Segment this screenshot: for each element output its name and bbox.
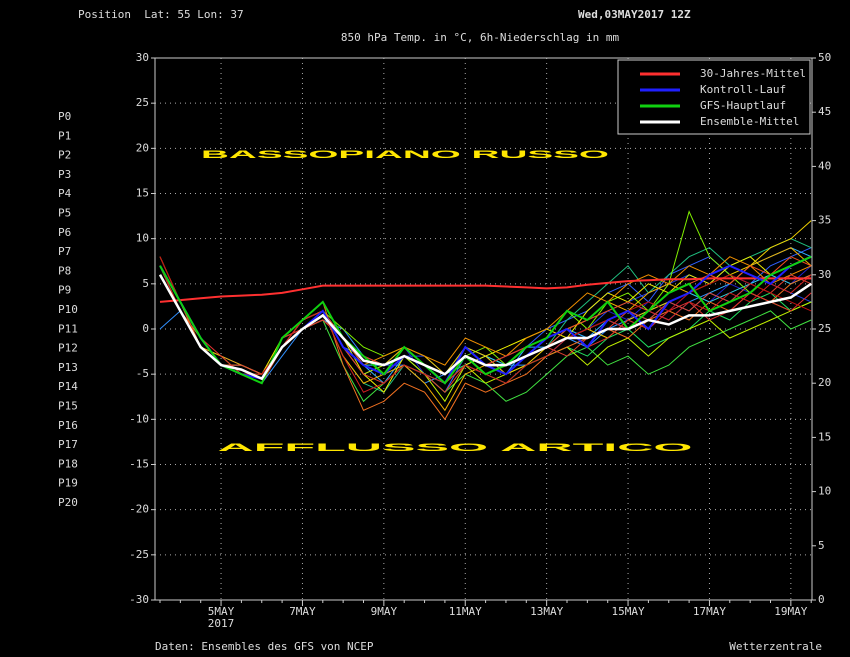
y-tick-label: -30: [129, 593, 149, 606]
x-tick-label: 13MAY: [530, 605, 563, 618]
member-label: P18: [58, 457, 78, 470]
member-label: P1: [58, 129, 71, 142]
member-label: P3: [58, 168, 71, 181]
y2-tick-label: 5: [818, 539, 825, 552]
member-label: P11: [58, 322, 78, 335]
date: Wed,03MAY2017 12Z: [578, 8, 691, 21]
member-label: P17: [58, 438, 78, 451]
member-label: P16: [58, 419, 78, 432]
legend-label: Kontroll-Lauf: [700, 83, 786, 96]
position: Position Lat: 55 Lon: 37: [78, 8, 244, 21]
member-label: P10: [58, 303, 78, 316]
x-year-label: 2017: [208, 617, 235, 630]
y-tick-label: 30: [136, 51, 149, 64]
member-label: P6: [58, 226, 71, 239]
y-tick-label: 5: [142, 277, 149, 290]
y2-tick-label: 45: [818, 105, 831, 118]
y-tick-label: -20: [129, 503, 149, 516]
member-label: P7: [58, 245, 71, 258]
x-tick-label: 9MAY: [371, 605, 398, 618]
member-label: P0: [58, 110, 71, 123]
series-line: [158, 274, 812, 381]
y2-tick-label: 0: [818, 593, 825, 606]
y2-tick-label: 30: [818, 268, 831, 281]
y-tick-label: 20: [136, 141, 149, 154]
credit: Wetterzentrale: [729, 640, 822, 653]
legend-label: 30-Jahres-Mittel: [700, 67, 806, 80]
x-tick-label: 15MAY: [611, 605, 644, 618]
plot-frame: [154, 57, 813, 601]
y2-tick-label: 20: [818, 376, 831, 389]
y-tick-label: 0: [142, 322, 149, 335]
y2-tick-label: 40: [818, 159, 831, 172]
source: Daten: Ensembles des GFS von NCEP: [155, 640, 374, 653]
member-label: P4: [58, 187, 72, 200]
y-tick-label: 10: [136, 232, 149, 245]
annotation: BASSOPIANO RUSSO: [201, 149, 611, 161]
x-tick-label: 7MAY: [289, 605, 316, 618]
member-label: P9: [58, 284, 71, 297]
y2-tick-label: 50: [818, 51, 831, 64]
y-tick-label: -5: [136, 367, 149, 380]
member-label: P15: [58, 400, 78, 413]
y2-tick-label: 25: [818, 322, 831, 335]
x-tick-label: 19MAY: [774, 605, 807, 618]
member-label: P2: [58, 149, 71, 162]
x-tick-label: 11MAY: [449, 605, 482, 618]
legend-label: Ensemble-Mittel: [700, 115, 799, 128]
member-label: P5: [58, 207, 71, 220]
annotation: AFFLUSSO ARTICO: [218, 442, 695, 454]
y-tick-label: -10: [129, 412, 149, 425]
member-label: P20: [58, 496, 78, 509]
legend-label: GFS-Hauptlauf: [700, 99, 786, 112]
y-tick-label: -15: [129, 458, 149, 471]
member-label: P8: [58, 264, 71, 277]
x-tick-label: 17MAY: [693, 605, 726, 618]
y-tick-label: 15: [136, 187, 149, 200]
member-label: P19: [58, 477, 78, 490]
y2-tick-label: 35: [818, 214, 831, 227]
series-line: [159, 277, 812, 303]
y2-tick-label: 10: [818, 485, 831, 498]
y-tick-label: -25: [129, 548, 149, 561]
y2-tick-label: 15: [818, 430, 831, 443]
member-label: P14: [58, 380, 78, 393]
y-tick-label: 25: [136, 96, 149, 109]
x-tick-label: 5MAY: [208, 605, 235, 618]
chart-title: 850 hPa Temp. in °C, 6h-Niederschlag in …: [341, 31, 620, 44]
member-label: P12: [58, 342, 78, 355]
member-label: P13: [58, 361, 78, 374]
